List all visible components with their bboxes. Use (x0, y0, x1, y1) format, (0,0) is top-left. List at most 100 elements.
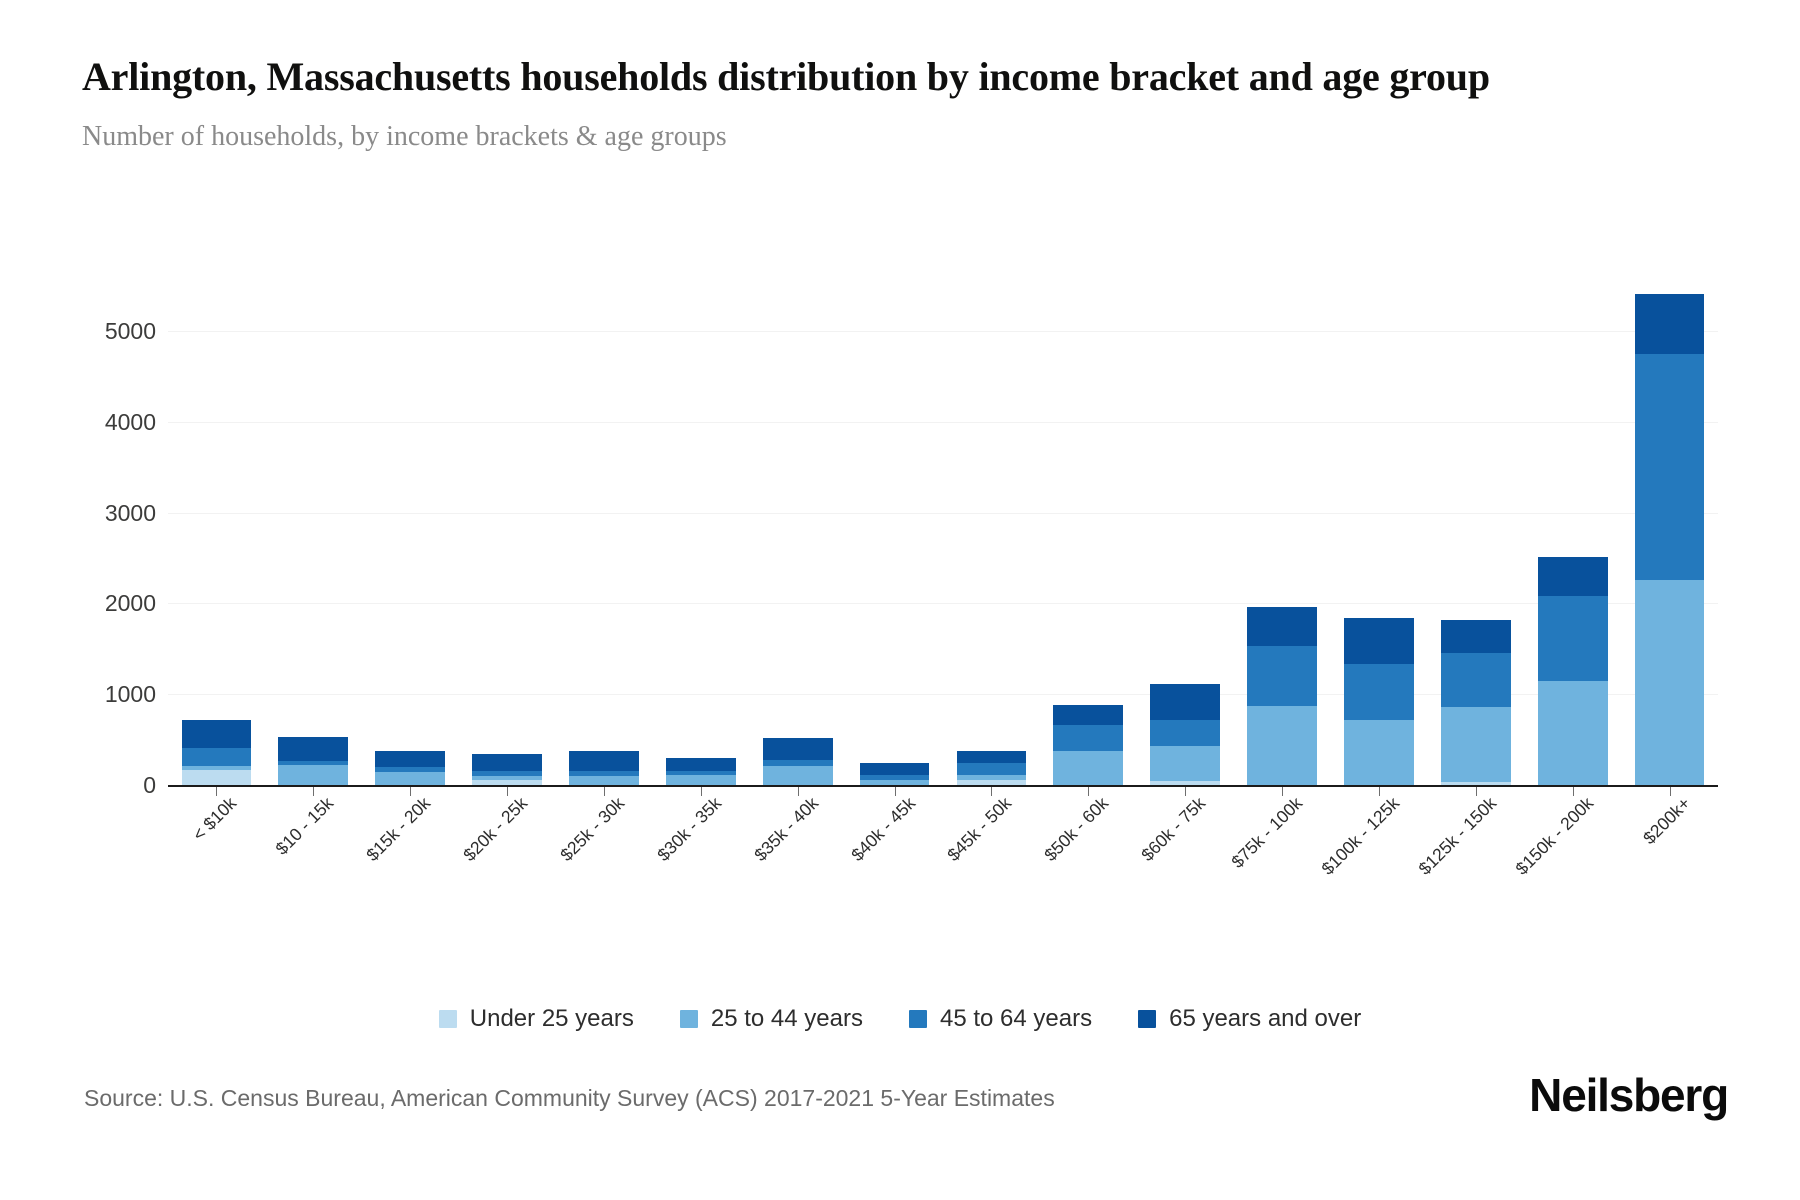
bar-segment[interactable] (1537, 557, 1608, 596)
x-axis-tickmark (410, 787, 412, 796)
bar-segment[interactable] (1150, 683, 1221, 721)
x-axis-label: $15k - 20k (362, 793, 435, 865)
bar-segment[interactable] (956, 762, 1027, 775)
bar-segment[interactable] (472, 770, 542, 777)
y-axis-tick-label: 0 (143, 772, 156, 798)
bar-segment[interactable] (762, 766, 833, 785)
y-axis-tick-label: 3000 (104, 499, 156, 526)
x-axis-tickmark (1282, 787, 1284, 796)
bar-segment[interactable] (1634, 579, 1705, 785)
bar-group[interactable] (1634, 293, 1705, 785)
bar-segment[interactable] (1053, 705, 1124, 726)
y-axis-tick-label: 4000 (104, 408, 156, 435)
bar-segment[interactable] (1537, 680, 1608, 785)
bar-group[interactable] (1150, 683, 1221, 785)
bar-segment[interactable] (1344, 663, 1414, 721)
bar-segment[interactable] (1053, 725, 1124, 751)
bar-segment[interactable] (1440, 707, 1511, 782)
chart-legend: Under 25 years 25 to 44 years 45 to 64 yea… (0, 1005, 1800, 1033)
bar-segment[interactable] (472, 753, 542, 771)
legend-label: 65 years and over (1169, 1005, 1362, 1032)
bar-group[interactable] (859, 762, 930, 785)
x-axis-label: $30k - 35k (653, 793, 725, 865)
bar-segment[interactable] (1247, 645, 1317, 706)
x-axis-label: $45k - 50k (943, 793, 1016, 865)
bar-group[interactable] (181, 720, 252, 785)
bar-segment[interactable] (665, 770, 736, 776)
bar-segment[interactable] (1440, 620, 1511, 653)
bar-group[interactable] (956, 750, 1027, 785)
bar-segment[interactable] (375, 750, 446, 767)
bar-segment[interactable] (762, 759, 833, 767)
bar-group[interactable] (1537, 557, 1608, 785)
bar-segment[interactable] (859, 780, 930, 785)
bar-segment[interactable] (1537, 595, 1608, 681)
y-axis-tick-label: 2000 (104, 590, 156, 617)
bar-segment[interactable] (859, 762, 930, 776)
bar-segment[interactable] (1150, 746, 1221, 781)
bar-segment[interactable] (278, 760, 349, 766)
bar-segment[interactable] (472, 779, 542, 785)
bar-segment[interactable] (181, 747, 252, 766)
bar-group[interactable] (1247, 606, 1317, 785)
legend-item[interactable]: 45 to 64 years (908, 1005, 1092, 1033)
x-axis-tickmark (1088, 787, 1090, 796)
bar-segment[interactable] (956, 780, 1027, 785)
bar-segment[interactable] (1344, 618, 1414, 664)
bar-group[interactable] (375, 750, 446, 785)
bar-group[interactable] (569, 750, 639, 785)
bar-segment[interactable] (472, 776, 542, 780)
bar-group[interactable] (278, 737, 349, 785)
bar-segment[interactable] (956, 750, 1027, 763)
bar-segment[interactable] (1150, 780, 1221, 785)
bar-segment[interactable] (181, 765, 252, 771)
bar-segment[interactable] (1150, 720, 1221, 747)
bar-group[interactable] (1344, 618, 1414, 785)
bar-segment[interactable] (1247, 705, 1317, 785)
bar-segment[interactable] (181, 770, 252, 785)
bar-segment[interactable] (1440, 652, 1511, 708)
bar-segment[interactable] (375, 766, 446, 773)
bar-segment[interactable] (1053, 750, 1124, 785)
bar-group[interactable] (665, 758, 736, 785)
legend-label: Under 25 years (469, 1005, 634, 1032)
bar-segment[interactable] (859, 775, 930, 781)
x-axis-label: $50k - 60k (1040, 793, 1113, 865)
bar-segment[interactable] (569, 776, 639, 785)
bar-segment[interactable] (569, 750, 639, 771)
x-axis-tickmark (1185, 787, 1187, 796)
gridline (168, 421, 1718, 423)
bar-group[interactable] (1053, 705, 1124, 785)
bar-group[interactable] (472, 753, 542, 785)
bar-series-container (168, 290, 1718, 785)
bar-segment[interactable] (181, 720, 252, 748)
legend-item[interactable]: 65 years and over (1138, 1005, 1361, 1033)
bar-segment[interactable] (665, 775, 736, 785)
legend-item[interactable]: Under 25 years (438, 1005, 634, 1033)
x-axis-label: $40k - 45k (846, 793, 919, 865)
source-note: Source: U.S. Census Bureau, American Com… (84, 1085, 1055, 1111)
bar-segment[interactable] (278, 765, 349, 785)
legend-swatch-icon (1138, 1010, 1157, 1028)
x-axis-tickmark (991, 787, 993, 796)
bar-segment[interactable] (1634, 293, 1705, 354)
bar-segment[interactable] (375, 772, 446, 785)
bar-segment[interactable] (762, 738, 833, 760)
x-axis-labels: < $10k $10 - 15k $15k - 20k $20k - 25k $25k … (168, 793, 1718, 913)
x-axis-label: $125k - 150k (1414, 793, 1500, 879)
bar-segment[interactable] (665, 758, 736, 771)
bar-segment[interactable] (956, 774, 1027, 781)
bar-group[interactable] (762, 738, 833, 785)
bar-group[interactable] (1440, 620, 1511, 785)
x-axis-label: $100k - 125k (1317, 793, 1404, 879)
bar-segment[interactable] (278, 737, 349, 761)
bar-segment[interactable] (1440, 781, 1511, 785)
legend-item[interactable]: 25 to 44 years (679, 1005, 863, 1033)
bar-segment[interactable] (569, 770, 639, 777)
x-axis-label: $60k - 75k (1137, 793, 1210, 865)
bar-segment[interactable] (1634, 353, 1705, 580)
x-axis-tickmark (603, 787, 605, 796)
bar-segment[interactable] (1247, 606, 1317, 646)
bar-segment[interactable] (1344, 720, 1414, 785)
